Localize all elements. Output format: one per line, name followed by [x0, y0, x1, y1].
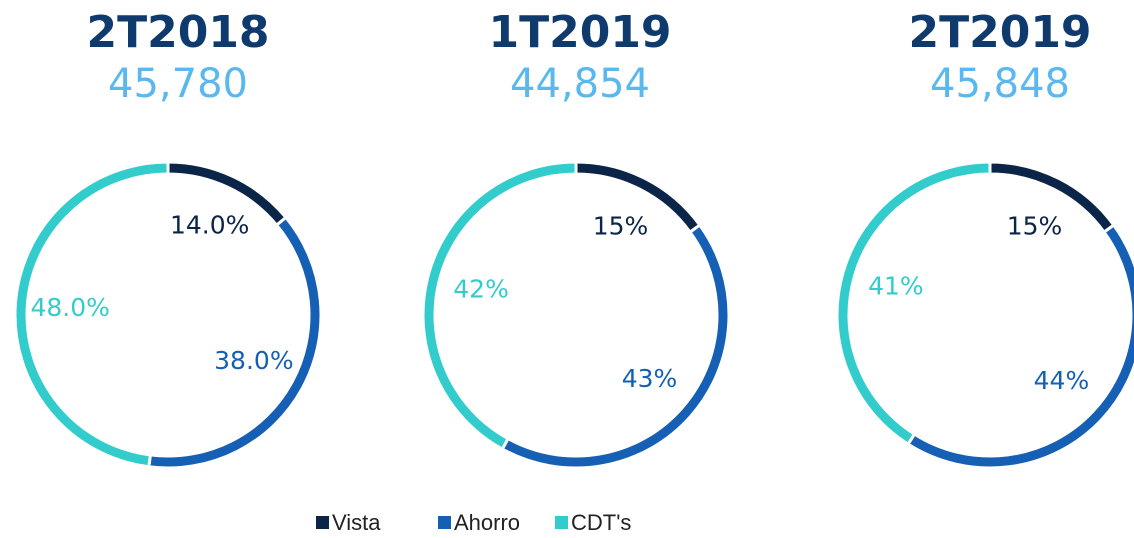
legend-swatch [316, 516, 329, 529]
donut-segment [421, 160, 578, 452]
chart-title: 2T2019 [908, 7, 1091, 58]
data-label: 48.0% [30, 293, 109, 322]
legend-swatch [555, 516, 568, 529]
chart-subtitle: 45,848 [930, 61, 1070, 107]
chart-title: 2T2018 [86, 7, 269, 58]
legend-label: Vista [332, 510, 381, 535]
donut-segment [905, 222, 1134, 470]
donut-segment [500, 222, 731, 470]
legend-label: Ahorro [454, 510, 520, 535]
chart-title: 1T2019 [488, 7, 671, 58]
data-label: 15% [1007, 212, 1063, 241]
data-label: 41% [868, 272, 924, 301]
data-label: 38.0% [214, 346, 293, 375]
donut-segment [147, 215, 323, 470]
data-label: 15% [593, 212, 649, 241]
data-label: 44% [1034, 366, 1090, 395]
data-label: 14.0% [170, 210, 249, 239]
donut-segment [13, 160, 170, 469]
data-label: 42% [453, 275, 509, 304]
legend-swatch [438, 516, 451, 529]
chart-subtitle: 45,780 [108, 61, 248, 107]
donut-segment [835, 160, 992, 447]
legend-label: CDT's [571, 510, 631, 535]
chart-subtitle: 44,854 [510, 61, 650, 107]
data-label: 43% [622, 364, 678, 393]
